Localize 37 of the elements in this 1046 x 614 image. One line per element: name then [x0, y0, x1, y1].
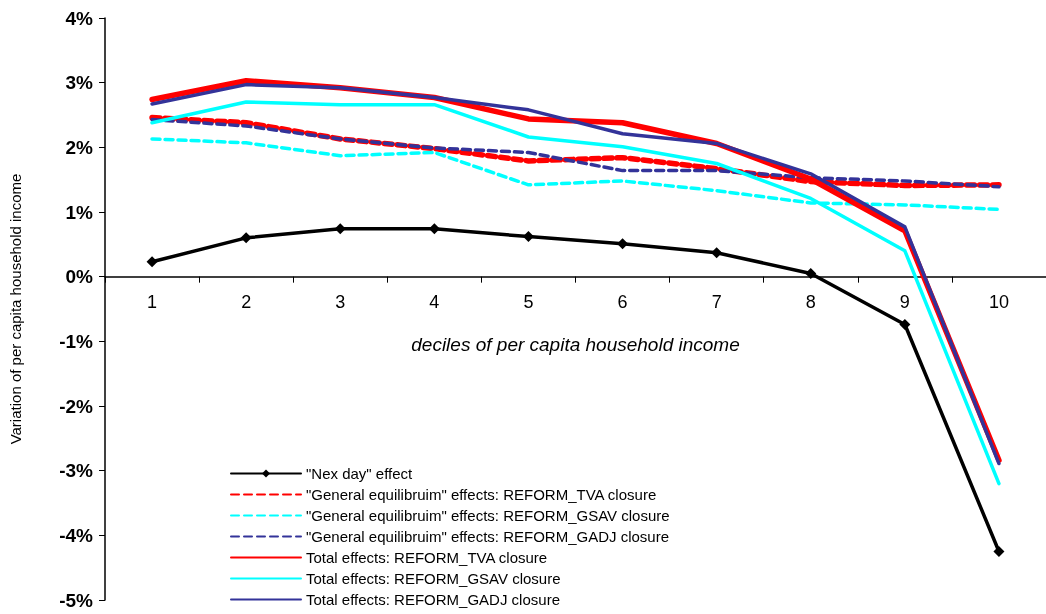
- point: [240, 232, 252, 244]
- y-axis-title: Variation of per capita household income: [7, 173, 24, 445]
- x-tick-label: 1: [147, 291, 158, 312]
- x-tick-label: 6: [617, 291, 628, 312]
- y-tick-label: 2%: [65, 136, 94, 158]
- point: [993, 546, 1005, 557]
- y-tick-label: -5%: [59, 589, 94, 611]
- x-tick-label: 2: [241, 291, 252, 312]
- legend-label: "General equilibruim" effects: REFORM_GSAV closure: [306, 507, 670, 524]
- y-tick-label: 4%: [65, 7, 94, 29]
- legend-label: Total effects: REFORM_GSAV closure: [306, 570, 561, 587]
- legend-label: "General equilibruim" effects: REFORM_GADJ closure: [306, 528, 669, 545]
- legend-label: Total effects: REFORM_GADJ closure: [306, 591, 560, 608]
- y-tick-label: -3%: [59, 460, 94, 482]
- y-tick-label: -1%: [59, 330, 94, 352]
- x-tick-label: 9: [899, 291, 910, 312]
- x-tick-label: 5: [523, 291, 534, 312]
- point: [146, 256, 158, 268]
- x-tick-label: 3: [335, 291, 346, 312]
- point: [334, 223, 346, 235]
- point: [617, 238, 629, 250]
- y-tick-label: -4%: [59, 524, 94, 546]
- point: [805, 267, 817, 279]
- y-tick-label: 0%: [65, 266, 94, 288]
- legend-label: "General equilibruim" effects: REFORM_TVA closure: [306, 486, 657, 503]
- y-tick-label: 1%: [65, 201, 94, 223]
- point: [711, 247, 723, 259]
- legend-label: "Nex day" effect: [306, 465, 414, 482]
- y-tick-label: 3%: [65, 72, 94, 94]
- point: [899, 319, 911, 331]
- x-tick-label: 8: [805, 291, 816, 312]
- x-tick-label: 10: [988, 291, 1009, 312]
- x-tick-label: 4: [429, 291, 440, 312]
- legend-label: Total effects: REFORM_TVA closure: [306, 549, 548, 566]
- x-axis-title: deciles of per capita household income: [411, 333, 740, 355]
- y-tick-label: -2%: [59, 395, 94, 417]
- x-tick-label: 7: [711, 291, 722, 312]
